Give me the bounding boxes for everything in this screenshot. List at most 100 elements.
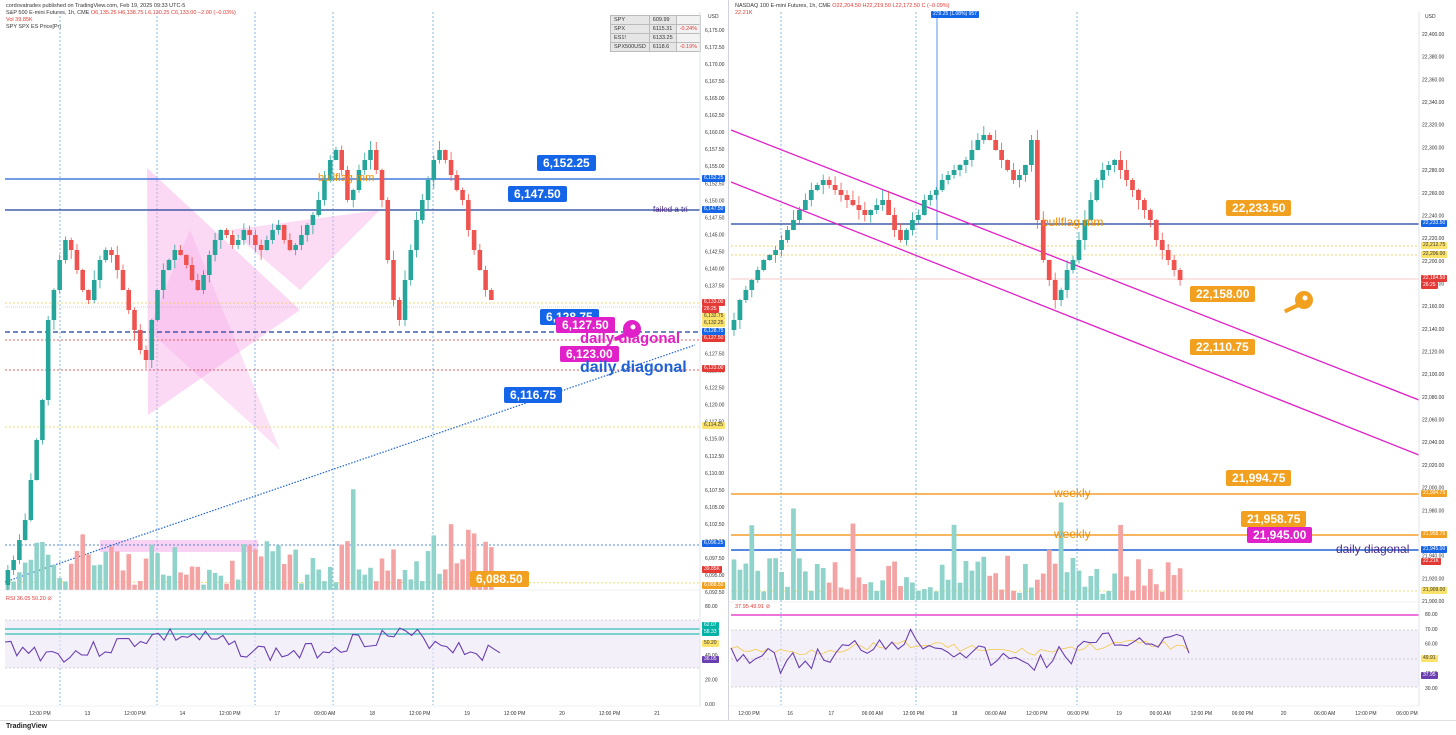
x-tick-label: 20 [1281, 711, 1287, 717]
nq-chart-pane[interactable]: NASDAQ 100 E-mini Futures, 1h, CME O22,2… [729, 0, 1456, 720]
axis-price-tag: 21,958.75 [1421, 531, 1448, 538]
y-tick-label: 21,940.00 [1422, 554, 1444, 560]
callout-6123[interactable]: 6,123.00 [560, 346, 619, 362]
y-tick-label: 6,105.00 [705, 505, 725, 511]
y-tick-label: 6,172.50 [705, 45, 725, 51]
daily-diagonal-blue-label: daily diagonal [580, 359, 687, 376]
measure-tag: 229.25 (1.08%) 957 [931, 11, 979, 18]
failed-tri-label: failed a tri [653, 205, 688, 214]
axis-price-tag: 6,147.50 [702, 206, 726, 213]
symbol-title[interactable]: NASDAQ 100 E-mini Futures, 1h, CME [735, 3, 831, 9]
axis-price-tag: 21,945.00 [1421, 546, 1448, 553]
y-tick-label: 21,920.00 [1422, 576, 1444, 582]
y-tick-label: 22,080.00 [1422, 395, 1444, 401]
x-tick-label: 12:00 PM [738, 711, 759, 717]
y-tick-label: 22,120.00 [1422, 350, 1444, 356]
y-tick-label: 6,157.50 [705, 147, 725, 153]
compare-legend: SPY SPX ES Price[Pr] [6, 24, 61, 30]
tradingview-logo: TradingView [6, 723, 48, 730]
y-tick-label: 6,167.50 [705, 79, 725, 85]
y-tick-label: 22,200.00 [1422, 259, 1444, 265]
x-tick-label: 06:00 PM [1396, 711, 1417, 717]
y-tick-label: 22,400.00 [1422, 32, 1444, 38]
x-tick-label: 06:00 AM [1150, 711, 1171, 717]
y-tick-label: 21,980.00 [1422, 508, 1444, 514]
callout-6116[interactable]: 6,116.75 [504, 387, 563, 403]
y-tick-label: 22,160.00 [1422, 304, 1444, 310]
rsi-value-tag: 36.05 [702, 656, 719, 663]
callout-22110[interactable]: 22,110.75 [1190, 339, 1255, 355]
rsi-tick-label: 60.00 [1425, 642, 1438, 648]
rsi-tick-label: 80.00 [705, 604, 718, 610]
y-tick-label: 21,900.00 [1422, 599, 1444, 605]
footer: TradingView [0, 720, 1456, 735]
y-tick-label: 22,360.00 [1422, 77, 1444, 83]
rsi-tick-label: 30.00 [1425, 686, 1438, 692]
x-tick-label: 06:00 PM [1232, 711, 1253, 717]
y-tick-label: 6,092.50 [705, 590, 725, 596]
x-tick-label: 12:00 PM [1191, 711, 1212, 717]
callout-22158[interactable]: 22,158.00 [1190, 286, 1256, 302]
y-tick-label: 6,175.00 [705, 28, 725, 34]
y-tick-label: 6,112.50 [705, 454, 724, 460]
y-tick-label: 6,147.50 [705, 215, 725, 221]
y-tick-label: 6,165.00 [705, 96, 725, 102]
chart-header: NASDAQ 100 E-mini Futures, 1h, CME O22,2… [735, 3, 950, 16]
callout-6147[interactable]: 6,147.50 [508, 186, 567, 202]
callout-6127[interactable]: 6,127.50 [556, 317, 615, 333]
triangle-pattern [147, 168, 300, 415]
rsi-value-tag: 58.33 [702, 629, 719, 636]
volume-bars [5, 489, 494, 590]
y-tick-label: 6,152.50 [705, 181, 725, 187]
y-tick-label: 22,000.00 [1422, 486, 1444, 492]
chart-header: cordovatrades published on TradingView.c… [6, 3, 236, 31]
y-tick-label: 6,142.50 [705, 249, 725, 255]
x-tick-label: 12:00 PM [124, 711, 145, 717]
weekly-label-1: weekly [1054, 486, 1091, 500]
y-tick-label: 22,240.00 [1422, 213, 1444, 219]
x-tick-label: 17 [275, 711, 281, 717]
y-tick-label: 6,120.00 [705, 403, 725, 409]
key-icon [1283, 291, 1313, 314]
axis-price-tag: 22,206.00 [1421, 251, 1448, 258]
axis-price-tag: 22.21K [1421, 558, 1441, 565]
ohlc-values: O22,204.50 H22,219.50 L22,172.50 C [832, 3, 926, 9]
x-tick-label: 13 [85, 711, 91, 717]
x-tick-label: 16 [787, 711, 793, 717]
y-tick-label: 22,060.00 [1422, 418, 1444, 424]
axis-price-tag: 22,233.50 [1421, 220, 1448, 227]
axis-price-tag: 21,909.00 [1421, 587, 1448, 594]
y-tick-label: 6,137.50 [705, 283, 725, 289]
y-tick-label: 22,140.00 [1422, 327, 1444, 333]
y-tick-label: 22,100.00 [1422, 372, 1444, 378]
y-tick-label: 22,380.00 [1422, 55, 1444, 61]
y-tick-label: 6,160.00 [705, 130, 725, 136]
callout-6152[interactable]: 6,152.25 [537, 155, 596, 171]
axis-price-tag: 6,088.50 [702, 582, 726, 589]
callout-21958[interactable]: 21,958.75 [1241, 511, 1307, 527]
rsi-tick-label: 20.00 [705, 678, 718, 684]
bullflag-label: bullflag mm [318, 172, 375, 184]
volume-legend: Vol 39.85K [6, 17, 33, 23]
x-tick-label: 14 [180, 711, 186, 717]
callout-21945[interactable]: 21,945.00 [1247, 527, 1313, 543]
es-price-chart[interactable]: 6,175.00 6,172.50 6,170.00 6,167.50 6,165.00… [0, 0, 728, 720]
axis-price-tag: 26:25 [1421, 282, 1438, 289]
x-tick-label: 12:00 PM [1026, 711, 1047, 717]
y-tick-label: 22,300.00 [1422, 145, 1444, 151]
x-tick-label: 12:00 PM [409, 711, 430, 717]
currency-label: USD [708, 14, 719, 20]
y-tick-label: 6,107.50 [705, 488, 725, 494]
x-tick-label: 12:00 PM [219, 711, 240, 717]
callout-21994[interactable]: 21,994.75 [1226, 470, 1292, 486]
y-tick-label: 6,145.00 [705, 232, 725, 238]
x-tick-label: 06:00 AM [1314, 711, 1335, 717]
callout-22233[interactable]: 22,233.50 [1226, 200, 1292, 216]
x-tick-label: 06:00 PM [1067, 711, 1088, 717]
nq-price-chart[interactable]: 22,400.00 22,380.00 22,360.00 22,340.00 22,3… [729, 0, 1456, 720]
symbol-title[interactable]: S&P 500 E-mini Futures, 1h, CME [6, 10, 90, 16]
x-tick-label: 17 [828, 711, 834, 717]
es-chart-pane[interactable]: cordovatrades published on TradingView.c… [0, 0, 729, 720]
callout-6088[interactable]: 6,088.50 [470, 571, 529, 587]
y-tick-label: 22,320.00 [1422, 123, 1444, 129]
